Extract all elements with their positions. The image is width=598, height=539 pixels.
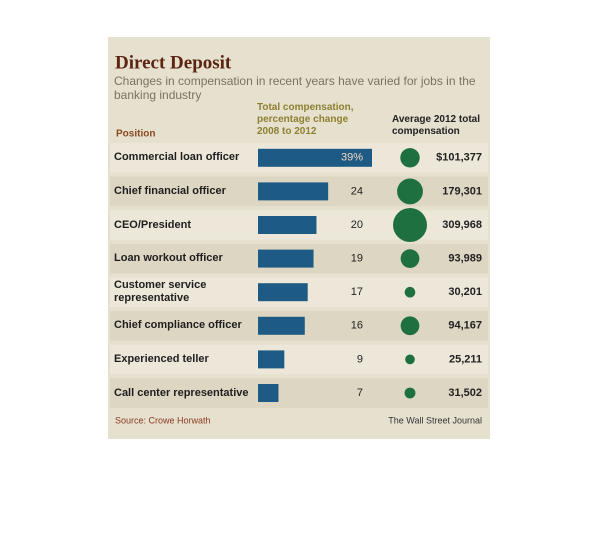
chart-subtitle: Changes in compensation in recent years … [114, 74, 476, 102]
row-band [110, 344, 488, 375]
bar [258, 316, 305, 335]
category-box: Commercial loan officer [114, 151, 240, 164]
bubble-value-label: 25,211 [449, 353, 482, 365]
category-label: Customer service representative [114, 279, 207, 305]
bubble [393, 208, 427, 242]
category-label: Chief financial officer [114, 184, 226, 197]
bubble-value-label: 30,201 [448, 286, 482, 298]
bubble-value-label: 94,167 [448, 320, 482, 332]
bar-value-label: 17 [351, 286, 363, 298]
bar-value-label: 9 [357, 353, 363, 365]
bar-value-label: 24 [351, 185, 363, 197]
bar [258, 283, 308, 302]
bubble [404, 387, 416, 399]
bubble-value-label: 179,301 [442, 185, 482, 197]
chart-title: Direct Deposit [115, 52, 232, 73]
bar-value-label: 7 [357, 387, 363, 399]
bubble-header-box: Average 2012 total compensation [392, 114, 481, 137]
bubble [397, 178, 423, 205]
category-box: Loan workout officer [114, 252, 223, 265]
category-label: Loan workout officer [114, 252, 223, 265]
category-label: Experienced teller [114, 352, 209, 365]
bar [258, 216, 317, 234]
bar-header-box: Total compensation, percentage change 20… [257, 102, 354, 137]
bar [258, 148, 372, 167]
credit: The Wall Street Journal [388, 415, 482, 425]
bar [258, 384, 279, 402]
category-box: CEO/President [114, 218, 192, 231]
bubble-value-label: 93,989 [448, 253, 482, 265]
category-box: Call center representative [114, 386, 249, 399]
category-box: Customer service representative [114, 279, 207, 305]
source: Source: Crowe Horwath [115, 415, 211, 425]
bar-value-label: 16 [351, 320, 363, 332]
bubble-header: Average 2012 total compensation [392, 114, 481, 137]
bubble [400, 316, 420, 336]
bar-value-label: 39% [341, 152, 363, 164]
bubble-value-label: 31,502 [448, 387, 482, 399]
bubble [400, 249, 420, 268]
category-label: Chief compliance officer [114, 319, 242, 332]
bar [258, 350, 285, 369]
subtitle-box: Changes in compensation in recent years … [114, 74, 476, 102]
bar [258, 182, 329, 201]
category-box: Chief financial officer [114, 184, 226, 197]
category-label: Commercial loan officer [114, 151, 240, 164]
bar [258, 249, 314, 268]
bar-header: Total compensation, percentage change 20… [257, 102, 354, 137]
category-label: Call center representative [114, 386, 249, 399]
bubble [400, 148, 420, 168]
row-band [110, 378, 488, 408]
bubble-value-label: $101,377 [436, 152, 482, 164]
category-header: Position [116, 129, 155, 140]
bubble [405, 354, 415, 365]
category-box: Chief compliance officer [114, 319, 242, 332]
bubble-value-label: 309,968 [442, 219, 482, 231]
bar-value-label: 19 [351, 253, 363, 265]
category-label: CEO/President [114, 218, 192, 231]
category-box: Experienced teller [114, 352, 209, 365]
bubble [404, 286, 416, 298]
bar-value-label: 20 [351, 219, 363, 231]
